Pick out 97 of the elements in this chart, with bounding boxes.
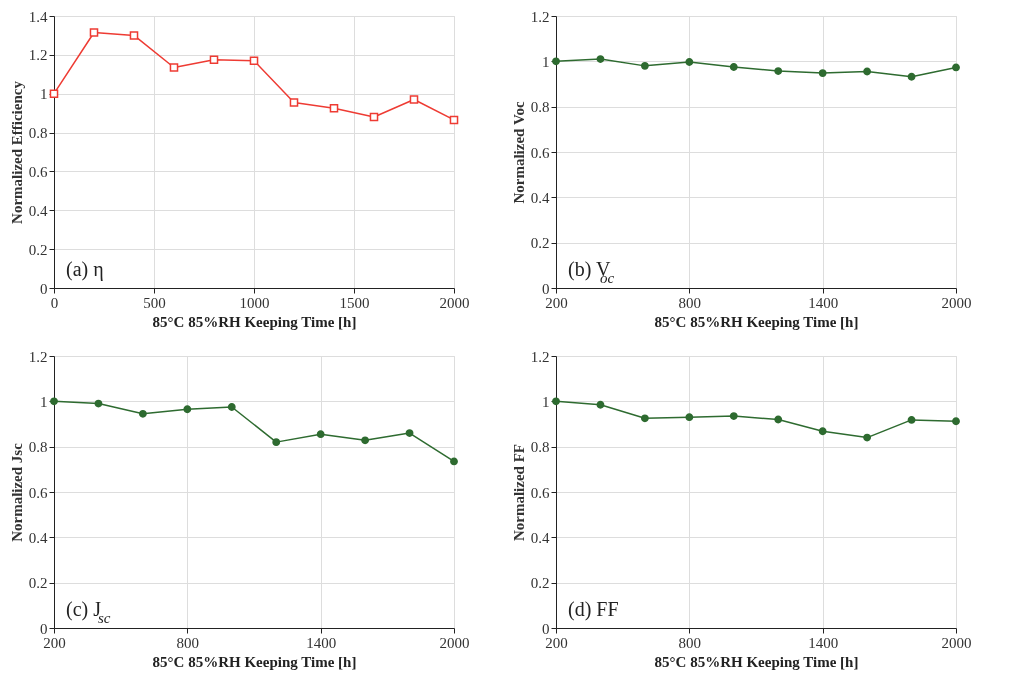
annotation: (d) FF <box>568 598 619 621</box>
point <box>952 63 960 72</box>
x-tick-label: 2000 <box>941 294 972 311</box>
x-tick-label: 800 <box>678 294 702 311</box>
point <box>640 61 649 70</box>
x-tick-label: 500 <box>143 294 166 311</box>
x-tick-label: 200 <box>43 634 66 651</box>
y-axis-title: Normalized Jsc <box>8 442 25 542</box>
y-tick-label: 1.2 <box>28 47 48 64</box>
y-tick-label: 0.4 <box>530 529 550 546</box>
point <box>774 415 783 424</box>
point <box>361 436 370 445</box>
point <box>138 409 147 418</box>
point <box>729 63 738 71</box>
point <box>818 427 827 436</box>
x-tick-label: 800 <box>678 634 702 651</box>
point <box>209 55 219 64</box>
point <box>818 69 827 78</box>
x-tick-label: 1400 <box>306 634 337 651</box>
point <box>369 112 379 122</box>
x-tick-label: 1500 <box>339 294 370 311</box>
point <box>329 104 339 113</box>
point <box>183 405 192 414</box>
x-tick-label: 2000 <box>439 294 470 311</box>
y-tick-label: 0.2 <box>28 575 48 592</box>
point <box>863 67 872 76</box>
point <box>729 412 738 420</box>
point <box>316 430 325 439</box>
point <box>907 416 916 424</box>
y-tick-label: 0.8 <box>530 439 550 456</box>
point <box>169 63 179 72</box>
x-axis-title: 85°C 85%RH Keeping Time [h] <box>152 313 357 330</box>
point <box>774 67 783 75</box>
point <box>552 397 560 406</box>
y-tick-label: 0.6 <box>28 484 48 501</box>
point <box>952 417 960 426</box>
y-tick-label: 0.4 <box>28 529 48 546</box>
y-tick-label: 1 <box>542 393 550 410</box>
point <box>449 115 459 125</box>
point <box>863 433 872 442</box>
point <box>640 414 649 423</box>
annotation: (a) η <box>66 258 104 281</box>
y-tick-label: 0.6 <box>530 484 550 501</box>
point <box>272 438 281 447</box>
point <box>685 58 694 66</box>
y-tick-label: 0.8 <box>28 125 48 142</box>
y-tick-label: 0.6 <box>530 144 550 161</box>
y-tick-label: 0 <box>40 620 48 637</box>
y-tick-label: 0.2 <box>530 575 550 592</box>
y-tick-label: 0 <box>542 620 550 637</box>
point <box>50 397 58 406</box>
y-tick-label: 0.8 <box>28 439 48 456</box>
point <box>249 56 259 65</box>
point <box>289 98 299 107</box>
y-tick-label: 1 <box>40 393 48 410</box>
y-tick-label: 1 <box>40 86 48 103</box>
x-tick-label: 2000 <box>941 634 972 651</box>
x-tick-label: 1400 <box>808 634 839 651</box>
y-axis-title: Normalized FF <box>510 443 527 542</box>
point <box>129 31 139 40</box>
y-tick-label: 0.6 <box>28 163 48 180</box>
y-axis-title: Normalized Voc <box>510 101 527 204</box>
point <box>227 403 236 411</box>
x-tick-label: 200 <box>545 634 568 651</box>
x-axis-title: 85°C 85%RH Keeping Time [h] <box>654 653 859 670</box>
point <box>405 429 414 437</box>
y-tick-label: 0.2 <box>28 241 48 258</box>
annotation: (b) Voc <box>568 258 615 286</box>
y-tick-label: 1.4 <box>28 8 48 25</box>
point <box>49 89 59 98</box>
point <box>596 55 605 63</box>
y-tick-label: 1.2 <box>28 348 48 365</box>
point <box>596 400 605 409</box>
y-tick-label: 0 <box>40 280 48 297</box>
y-tick-label: 0.4 <box>530 189 550 206</box>
x-tick-label: 2000 <box>439 634 470 651</box>
x-tick-label: 200 <box>545 294 568 311</box>
y-tick-label: 1 <box>542 53 550 70</box>
y-axis-title: Normalized Efficiency <box>8 80 25 224</box>
y-tick-label: 1.2 <box>530 8 550 25</box>
point <box>409 95 419 104</box>
y-tick-label: 0.2 <box>530 235 550 252</box>
x-axis-title: 85°C 85%RH Keeping Time [h] <box>654 313 859 330</box>
y-tick-label: 0.4 <box>28 202 48 219</box>
x-axis-title: 85°C 85%RH Keeping Time [h] <box>152 653 357 670</box>
point <box>450 457 458 466</box>
x-tick-label: 1000 <box>239 294 270 311</box>
y-tick-label: 0 <box>542 280 550 297</box>
point <box>89 28 99 37</box>
y-tick-label: 0.8 <box>530 99 550 116</box>
point <box>685 413 694 422</box>
point <box>94 399 103 408</box>
point <box>907 72 916 81</box>
y-tick-label: 1.2 <box>530 348 550 365</box>
x-tick-label: 800 <box>176 634 200 651</box>
point <box>552 57 560 66</box>
x-tick-label: 1400 <box>808 294 839 311</box>
